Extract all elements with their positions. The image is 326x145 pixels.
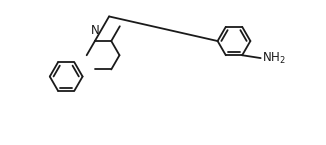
Text: NH$_2$: NH$_2$ (262, 50, 286, 66)
Text: N: N (91, 24, 99, 37)
